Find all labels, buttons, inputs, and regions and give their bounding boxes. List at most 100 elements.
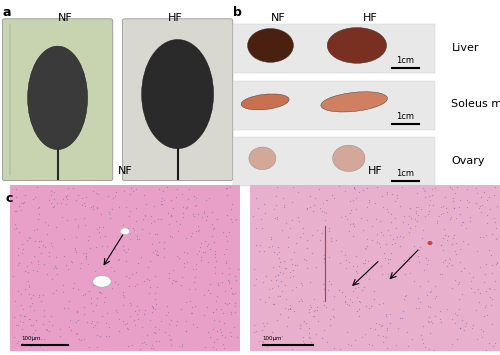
- Point: [325, 225, 333, 230]
- Point: [256, 242, 264, 248]
- Point: [436, 271, 444, 277]
- Point: [408, 215, 416, 220]
- Point: [92, 302, 100, 308]
- Point: [290, 249, 298, 255]
- Point: [84, 261, 92, 267]
- Point: [252, 225, 260, 230]
- Point: [122, 249, 130, 255]
- Point: [92, 190, 100, 196]
- Point: [145, 230, 153, 236]
- Point: [296, 234, 304, 240]
- Point: [147, 345, 155, 351]
- Point: [276, 260, 284, 265]
- Point: [30, 336, 38, 342]
- Point: [273, 214, 281, 220]
- Point: [392, 225, 400, 231]
- Point: [362, 204, 370, 210]
- Point: [482, 271, 490, 277]
- Point: [278, 333, 285, 338]
- Point: [172, 186, 180, 192]
- Point: [190, 280, 198, 285]
- Point: [74, 317, 82, 323]
- Point: [134, 311, 141, 317]
- Point: [444, 237, 452, 243]
- Point: [254, 205, 262, 211]
- Point: [62, 194, 70, 200]
- Point: [81, 203, 89, 209]
- Point: [174, 318, 182, 324]
- Point: [456, 197, 464, 202]
- Point: [38, 336, 46, 342]
- Point: [18, 291, 25, 297]
- Point: [125, 275, 133, 280]
- Point: [313, 308, 321, 313]
- Point: [338, 214, 345, 220]
- Point: [34, 258, 42, 264]
- Point: [59, 196, 67, 202]
- Point: [72, 197, 80, 203]
- Point: [298, 296, 306, 302]
- Point: [370, 296, 378, 302]
- Point: [382, 313, 390, 319]
- Point: [426, 193, 434, 199]
- Point: [16, 207, 24, 213]
- Point: [355, 306, 363, 312]
- Point: [467, 278, 475, 284]
- Point: [71, 245, 79, 251]
- Point: [165, 332, 173, 338]
- Point: [225, 229, 233, 235]
- Point: [31, 239, 39, 244]
- Point: [206, 246, 214, 251]
- Point: [82, 250, 90, 256]
- Point: [132, 283, 140, 289]
- Ellipse shape: [93, 275, 111, 287]
- Point: [476, 209, 484, 215]
- Point: [300, 256, 308, 261]
- Point: [482, 347, 490, 353]
- Point: [208, 233, 216, 239]
- Point: [50, 266, 58, 271]
- Point: [451, 277, 459, 282]
- Point: [258, 338, 266, 344]
- Point: [204, 195, 212, 201]
- Point: [346, 198, 354, 204]
- Point: [322, 197, 330, 202]
- Point: [91, 268, 99, 273]
- Point: [231, 304, 239, 309]
- Point: [418, 340, 426, 346]
- Point: [389, 236, 397, 241]
- Point: [44, 222, 52, 228]
- Point: [330, 314, 338, 320]
- Point: [382, 255, 390, 261]
- Point: [348, 342, 356, 347]
- Point: [192, 229, 200, 234]
- Point: [24, 291, 32, 297]
- Point: [208, 209, 216, 214]
- Point: [384, 346, 392, 351]
- Point: [480, 279, 488, 285]
- Point: [303, 205, 311, 211]
- Ellipse shape: [321, 92, 388, 112]
- Point: [282, 296, 290, 301]
- Point: [93, 226, 101, 232]
- Point: [134, 261, 142, 266]
- Point: [323, 197, 331, 203]
- Point: [151, 247, 159, 253]
- Point: [322, 217, 330, 223]
- Point: [174, 228, 182, 234]
- Point: [224, 212, 232, 218]
- Point: [78, 195, 86, 201]
- Point: [488, 231, 496, 236]
- Point: [112, 190, 120, 195]
- Point: [342, 301, 350, 307]
- Point: [463, 197, 471, 203]
- Point: [268, 236, 276, 241]
- Point: [198, 240, 205, 245]
- Point: [172, 195, 180, 200]
- Point: [80, 311, 88, 316]
- Point: [426, 346, 434, 352]
- Point: [424, 278, 432, 284]
- Point: [77, 260, 85, 266]
- Point: [74, 192, 82, 198]
- Point: [115, 328, 123, 333]
